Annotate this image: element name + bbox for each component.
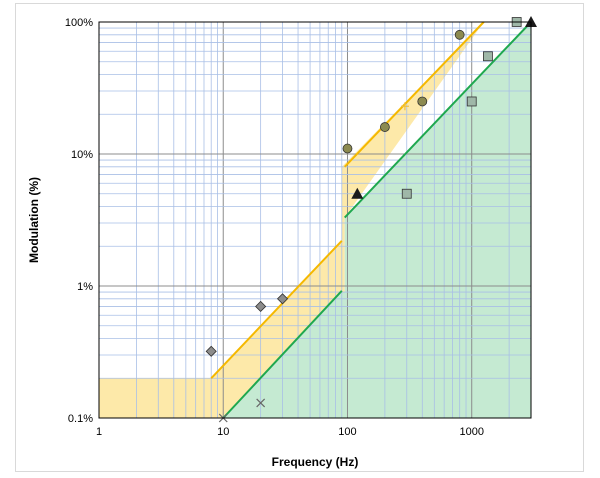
ticks-layer: 1 10 100 1000 0.1% 1% 10% 100%	[65, 17, 484, 438]
y-tick-label: 10%	[71, 149, 93, 161]
data-point-square	[466, 96, 477, 107]
data-point-diamond	[255, 300, 267, 313]
data-point-circle	[342, 143, 353, 154]
data-point-circle	[417, 96, 428, 107]
data-point-circle	[379, 122, 390, 132]
green-region	[223, 22, 531, 418]
threshold-line	[210, 240, 343, 379]
y-tick-label: 100%	[65, 17, 93, 29]
threshold-line	[343, 21, 485, 168]
data-point-triangle	[351, 187, 364, 199]
data-point-diamond	[276, 293, 289, 305]
x-axis-title: Frequency (Hz)	[272, 455, 359, 469]
data-point-square	[483, 51, 493, 62]
plot-border	[98, 21, 532, 419]
x-tick-label: 1	[96, 426, 102, 438]
threshold-line	[343, 21, 532, 219]
data-point-diamond	[205, 345, 217, 357]
y-axis-title: Modulation (%)	[27, 177, 41, 263]
x-tick-label: 1000	[459, 426, 483, 438]
threshold-line	[222, 290, 343, 419]
data-point-square	[401, 188, 412, 199]
x-tick-label: 100	[338, 426, 356, 438]
data-point-plus	[400, 102, 409, 111]
lines-layer	[210, 21, 532, 419]
x-tick-label: 10	[217, 426, 229, 438]
data-point-cross	[256, 398, 266, 408]
data-point-circle	[454, 29, 465, 40]
y-tick-label: 0.1%	[68, 413, 93, 425]
y-tick-label: 1%	[77, 281, 93, 293]
